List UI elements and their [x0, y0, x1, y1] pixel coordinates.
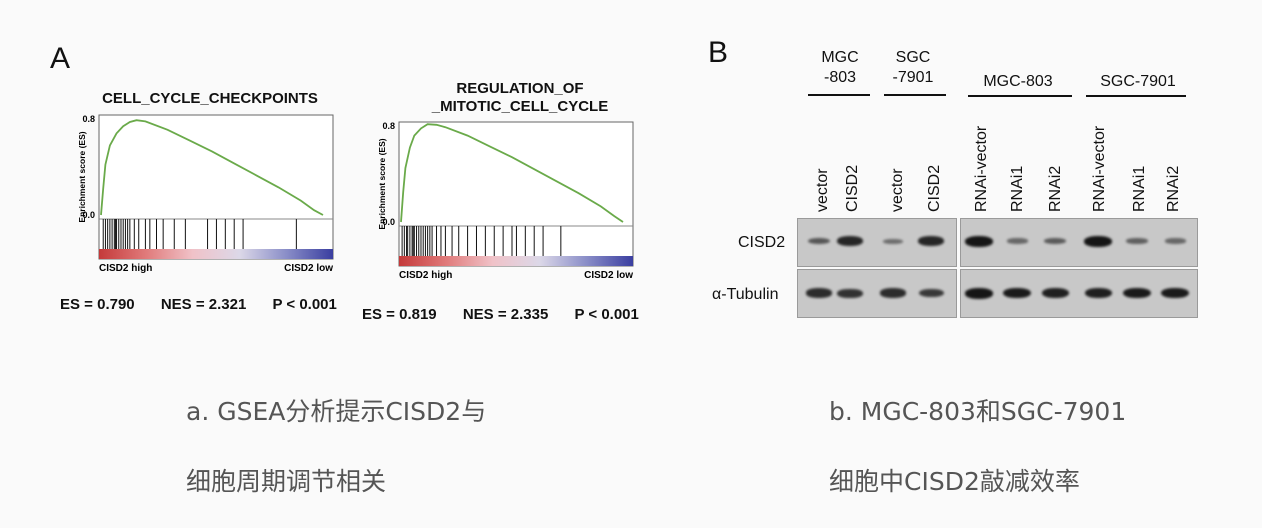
blot-band [965, 287, 993, 299]
p-value: P < 0.001 [272, 296, 337, 313]
es-value: ES = 0.790 [60, 296, 135, 313]
panel-b-caption-line-2: 细胞中CISD2敲减效率 [829, 467, 1080, 496]
lane-label: CISD2 [926, 164, 943, 212]
lane-label: RNAi1 [1009, 165, 1026, 212]
enrichment-curve [400, 123, 624, 223]
blot-band [807, 237, 831, 245]
group-label-line: SGC-7901 [1100, 73, 1176, 90]
lane-label: CISD2 [844, 164, 861, 212]
group-label-line: -803 [823, 69, 857, 86]
nes-value: NES = 2.321 [160, 296, 247, 313]
blot-band [806, 288, 832, 298]
blot-tubulin-knockdown [960, 269, 1198, 318]
group-underline [968, 95, 1072, 97]
panel-b-caption-line-1: b. MGC-803和SGC-7901 [829, 397, 1127, 426]
blot-band [1044, 237, 1066, 245]
blot-band [918, 288, 944, 298]
enrichment-curve [100, 119, 324, 216]
panel-a-letter: A [50, 42, 71, 75]
ranked-list-gradient [99, 249, 333, 259]
group-label-mgc803-overexpression: MGC -803 [808, 48, 872, 88]
row-label-cisd2: CISD2 [738, 234, 786, 251]
blot-band [836, 236, 864, 246]
y-axis-label: Enrichment score (ES) [377, 138, 387, 229]
row-label-tubulin: α-Tubulin [712, 286, 779, 303]
group-label-line: -7901 [892, 69, 934, 86]
group-underline [1086, 95, 1186, 97]
panel-a-caption-line-2: 细胞周期调节相关 [186, 467, 387, 496]
blot-band [1084, 287, 1112, 299]
es-value: ES = 0.819 [362, 306, 437, 323]
lane-label: RNAi-vector [1091, 125, 1108, 212]
gsea-plot-1-title: CELL_CYCLE_CHECKPOINTS [80, 90, 340, 108]
p-value: P < 0.001 [574, 306, 639, 323]
blot-band [1006, 238, 1028, 244]
blot-band [1164, 238, 1186, 244]
blot-band [1041, 287, 1069, 299]
blot-band [880, 288, 906, 298]
y-tick-label: 0.0 [82, 210, 95, 220]
gsea-plot-2-title-line-1: REGULATION_OF [456, 80, 584, 97]
blot-band [837, 288, 863, 298]
group-label-line: SGC [895, 49, 931, 66]
gradient-label-low: CISD2 low [284, 263, 333, 274]
blot-cisd2-knockdown [960, 218, 1198, 267]
nes-value: NES = 2.335 [462, 306, 549, 323]
blot-band [1084, 235, 1112, 247]
group-label-sgc7901-knockdown: SGC-7901 [1086, 72, 1190, 92]
lane-label: RNAi2 [1047, 165, 1064, 212]
blot-band [1123, 287, 1151, 299]
gsea-plot-2-stats: ES = 0.819 NES = 2.335 P < 0.001 [362, 306, 661, 323]
group-label-mgc803-knockdown: MGC-803 [968, 72, 1068, 92]
y-axis-label: Enrichment score (ES) [77, 131, 87, 222]
panel-b-letter: B [708, 36, 729, 69]
gsea-plot-2-title-line-2: _MITOTIC_CELL_CYCLE [431, 98, 609, 115]
gradient-label-high: CISD2 high [99, 263, 152, 274]
lane-label: vector [889, 168, 906, 212]
gsea-plot-1-title-line: CELL_CYCLE_CHECKPOINTS [102, 90, 318, 107]
ranked-list-gradient [399, 256, 633, 266]
blot-band [882, 238, 904, 244]
lane-label: RNAi1 [1131, 165, 1148, 212]
gradient-label-low: CISD2 low [584, 270, 633, 281]
blot-band [965, 235, 993, 247]
group-underline [884, 94, 946, 96]
gsea-plot-2-title: REGULATION_OF _MITOTIC_CELL_CYCLE [390, 80, 650, 116]
blot-band [1126, 238, 1148, 244]
blot-band [1003, 287, 1031, 299]
lane-label: RNAi-vector [973, 125, 990, 212]
lane-label: RNAi2 [1165, 165, 1182, 212]
blot-band [917, 236, 945, 246]
group-label-line: MGC-803 [983, 73, 1053, 90]
lane-label: vector [814, 168, 831, 212]
y-tick-label: 0.0 [382, 217, 395, 227]
y-tick-label: 0.8 [82, 114, 95, 124]
group-label-sgc7901-overexpression: SGC -7901 [880, 48, 946, 88]
gradient-label-high: CISD2 high [399, 270, 452, 281]
group-underline [808, 94, 870, 96]
y-tick-label: 0.8 [382, 121, 395, 131]
panel-a-caption-line-1: a. GSEA分析提示CISD2与 [186, 397, 487, 426]
group-label-line: MGC [821, 49, 859, 66]
blot-band [1161, 287, 1189, 299]
gsea-plot-1-stats: ES = 0.790 NES = 2.321 P < 0.001 [60, 296, 359, 313]
